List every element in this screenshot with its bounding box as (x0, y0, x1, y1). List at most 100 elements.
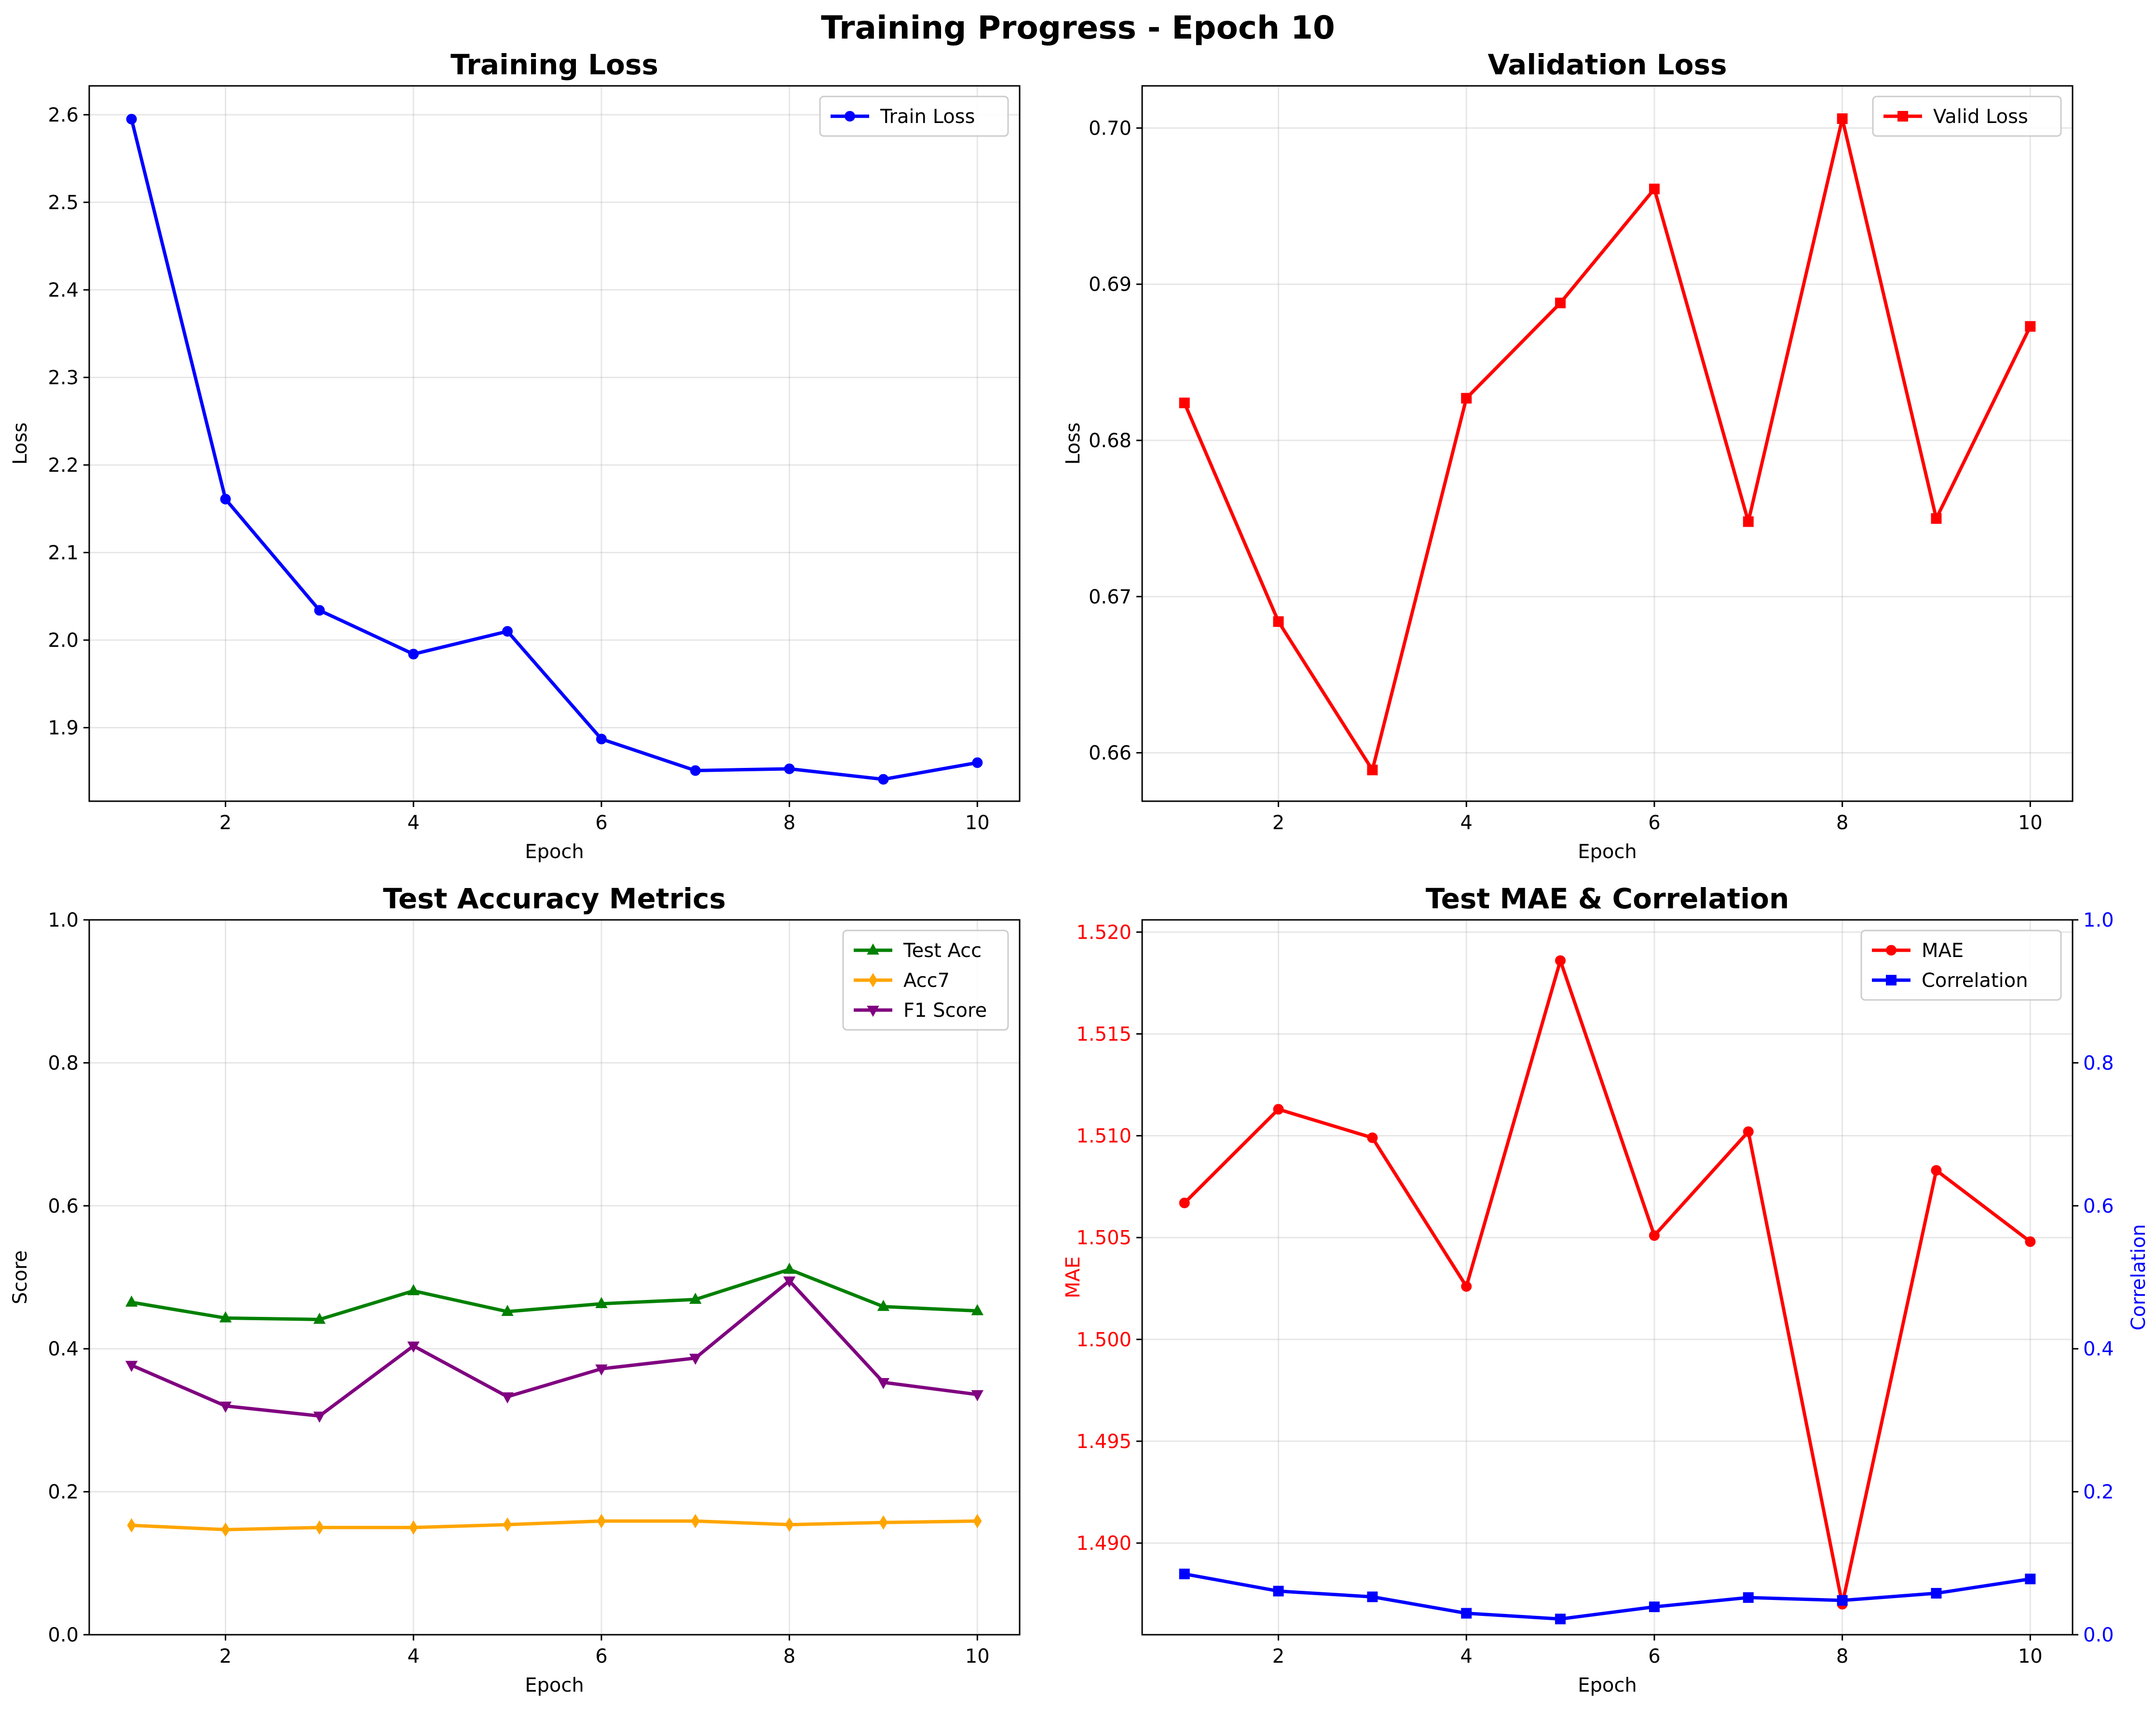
data-point (2025, 1236, 2036, 1247)
data-point (783, 1276, 796, 1288)
data-point (877, 1299, 890, 1311)
legend: Valid Loss (1872, 96, 2062, 137)
data-point (971, 1390, 984, 1402)
y-tick-label: 1.515 (1076, 1023, 1132, 1045)
data-point (503, 1517, 512, 1532)
y-tick-label: 0.4 (48, 1338, 79, 1360)
data-point (219, 1401, 232, 1413)
chart-panel-1: 2 4 6 8 10 1.9 2.0 2.1 2.2 2.3 2.4 2.5 2.6 Training L… (9, 48, 1021, 863)
data-point (973, 1514, 982, 1529)
chart-panel-4: 2 4 6 8 10 1.490 1.495 1.500 1.505 1.510 1.515 1.52… (1062, 882, 2150, 1696)
legend: Train Loss (819, 96, 1009, 137)
legend-entry: Acc7 (903, 970, 950, 992)
series-line-2 (1184, 1572, 2031, 1621)
data-point (1743, 1126, 1754, 1137)
data-point (1273, 616, 1284, 627)
legend-marker (867, 1006, 879, 1017)
x-tick-label: 4 (1460, 812, 1473, 834)
x-tick-label: 2 (1272, 1645, 1284, 1668)
data-point (691, 1514, 700, 1529)
data-point (1837, 113, 1848, 124)
x-tick-label: 8 (1836, 812, 1848, 834)
series-line-1 (1183, 117, 2032, 772)
data-point (877, 1378, 890, 1389)
legend-entry: MAE (1922, 940, 1964, 962)
y-right-tick-label: 0.2 (2083, 1481, 2114, 1504)
y-tick-label: 1.500 (1076, 1329, 1132, 1351)
data-point (1555, 298, 1566, 309)
data-point (315, 1520, 324, 1535)
legend-box (842, 930, 1009, 1031)
data-point (502, 626, 513, 637)
y-axis-label: Score (9, 1250, 31, 1304)
data-point (125, 1295, 138, 1307)
legend-marker (868, 973, 878, 987)
data-point (1367, 1591, 1378, 1602)
x-tick-label: 2 (219, 1645, 232, 1668)
data-point (689, 1354, 702, 1365)
data-point (971, 1304, 984, 1315)
data-point (1273, 1104, 1284, 1115)
legend-marker (867, 943, 879, 955)
data-point (784, 763, 795, 774)
data-point (1649, 1230, 1660, 1241)
data-point (125, 1361, 138, 1372)
data-point (783, 1262, 796, 1274)
series-line-1 (1183, 958, 2032, 1606)
data-point (1743, 516, 1754, 527)
x-tick-label: 6 (595, 1645, 607, 1668)
data-point (2025, 321, 2036, 332)
x-tick-label: 10 (965, 812, 990, 834)
y-tick-label: 2.2 (48, 454, 79, 477)
series-line-3 (131, 1279, 978, 1418)
y-right-tick-label: 0.0 (2083, 1624, 2114, 1646)
y-tick-label: 2.3 (48, 367, 79, 389)
data-point (409, 1520, 418, 1535)
legend-marker (1886, 975, 1897, 985)
chart-panel-3: 2 4 6 8 10 0.0 0.2 0.4 0.6 0.8 1.0 Test Accuracy Me… (9, 882, 1021, 1696)
data-point (879, 1515, 888, 1530)
data-point (595, 1364, 608, 1376)
y-tick-label: 2.1 (48, 542, 79, 564)
legend-entry: F1 Score (903, 999, 987, 1022)
y-right-tick-label: 1.0 (2083, 909, 2114, 931)
legend-entry: Train Loss (880, 106, 975, 128)
data-point (597, 1514, 606, 1529)
data-point (1931, 1165, 1942, 1176)
data-point (407, 1341, 420, 1353)
data-point (219, 1311, 232, 1323)
y-tick-label: 1.505 (1076, 1227, 1132, 1249)
x-tick-label: 2 (219, 812, 232, 834)
y-tick-label: 2.5 (48, 191, 79, 214)
data-point (314, 605, 325, 616)
y-tick-label: 0.6 (48, 1195, 79, 1217)
series-line-1 (130, 119, 978, 781)
legend-marker (1886, 945, 1897, 956)
x-axis-label: Epoch (1578, 841, 1637, 863)
legend-box (819, 96, 1009, 137)
plot-frame (88, 919, 1021, 1636)
legend-box (1860, 930, 2062, 1001)
data-point (595, 1297, 608, 1308)
data-point (221, 1522, 230, 1537)
x-axis-label: Epoch (1578, 1674, 1637, 1696)
x-tick-label: 4 (1460, 1645, 1473, 1668)
data-point (1179, 1197, 1190, 1208)
y-tick-label: 2.6 (48, 104, 79, 126)
legend-box (1872, 96, 2062, 137)
x-tick-label: 8 (783, 1645, 795, 1668)
y-tick-label: 1.9 (48, 717, 79, 739)
y-tick-label: 1.495 (1076, 1431, 1132, 1453)
plot-frame (88, 85, 1021, 802)
data-point (878, 774, 889, 785)
legend-marker (845, 111, 855, 122)
data-point (501, 1392, 514, 1404)
data-point (127, 1518, 136, 1533)
y-tick-label: 0.67 (1089, 586, 1132, 608)
legend: MAE Correlation (1860, 930, 2062, 1001)
y-tick-label: 0.8 (48, 1052, 79, 1074)
x-tick-label: 10 (2018, 1645, 2043, 1668)
data-point (1555, 1613, 1566, 1625)
legend-entry: Valid Loss (1933, 106, 2028, 128)
y-tick-label: 1.0 (48, 909, 79, 931)
